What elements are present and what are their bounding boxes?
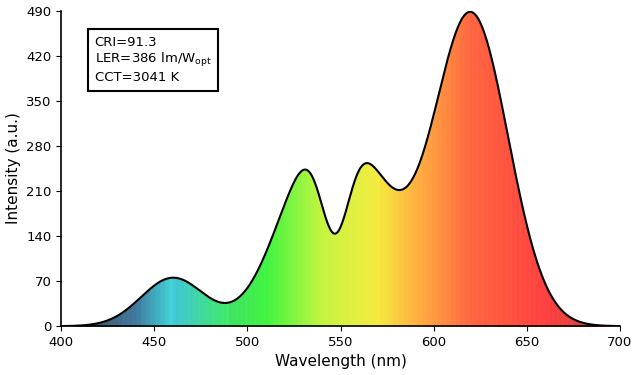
Text: CRI=91.3
LER=386 lm/W$_{\mathregular{opt}}$
CCT=3041 K: CRI=91.3 LER=386 lm/W$_{\mathregular{opt… bbox=[94, 36, 212, 84]
X-axis label: Wavelength (nm): Wavelength (nm) bbox=[274, 354, 406, 369]
Y-axis label: Intensity (a.u.): Intensity (a.u.) bbox=[6, 112, 20, 224]
